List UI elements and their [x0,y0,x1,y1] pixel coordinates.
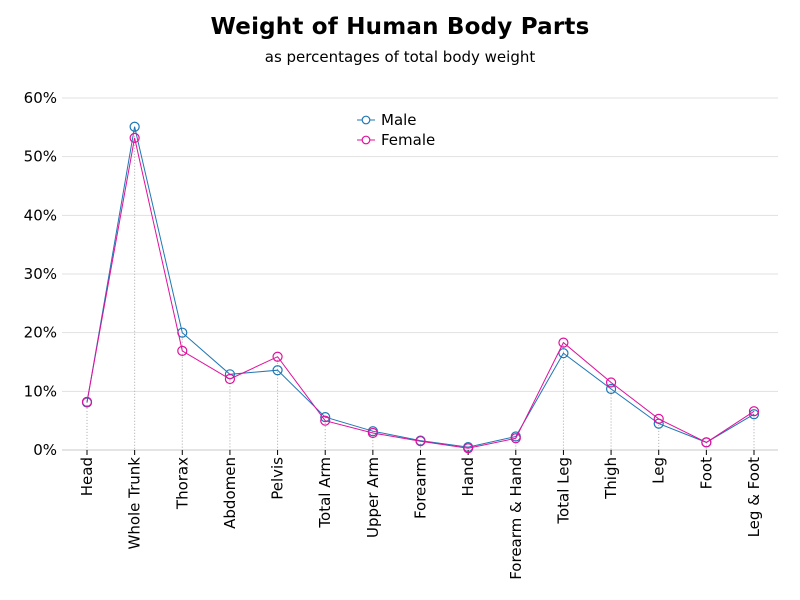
series-group [81,121,760,454]
x-tick-label: Leg & Foot [745,457,763,538]
x-tick-label: Thigh [602,457,620,500]
data-point-female [320,415,331,426]
y-tick-label: 30% [24,265,57,283]
data-point-female [701,437,712,448]
data-point-female [653,413,664,425]
legend-label: Female [381,131,435,149]
y-tick-label: 20% [24,324,57,342]
y-tick-label: 10% [24,382,57,400]
y-axis: 0% 10% 20% 30% 40% 50% 60% [24,89,57,459]
x-tick-label: Head [78,457,96,496]
data-point-male [320,412,331,423]
x-tick-label: Abdomen [221,457,239,529]
x-tick-label: Pelvis [269,457,287,500]
data-point-female [605,377,617,388]
chart-title: Weight of Human Body Parts [210,14,590,40]
legend: Male Female [357,111,435,149]
x-tick-label: Forearm [412,457,430,519]
data-point-male [272,365,283,376]
y-tick-label: 60% [24,89,57,107]
data-point-male [558,348,569,359]
x-tick-label: Foot [697,457,715,489]
data-point-female [558,337,569,348]
x-tick-label: Forearm & Hand [507,457,525,580]
data-point-female [748,406,760,417]
series-line-male [86,126,755,448]
legend-marker [361,135,371,145]
x-axis: Head Whole Trunk Thorax Abdomen Pelvis Total … [78,450,763,580]
y-tick-label: 40% [24,206,57,224]
x-tick-label: Hand [459,457,477,497]
y-tick-label: 0% [33,441,57,459]
data-point-female [415,436,426,447]
data-point-female [463,443,474,454]
x-tick-label: Total Leg [554,457,572,525]
data-point-female [367,427,378,439]
x-tick-label: Leg [650,457,668,484]
x-tick-label: Whole Trunk [126,457,144,550]
data-point-female [510,433,521,444]
series-line-female [86,137,755,449]
data-point-female [129,132,140,143]
data-point-female [177,345,188,356]
data-point-male [605,383,617,395]
chart-subtitle: as percentages of total body weight [264,48,536,66]
data-point-female [272,351,283,362]
x-tick-label: Thorax [173,457,191,510]
y-tick-label: 50% [24,148,57,166]
x-tick-label: Total Arm [316,457,334,529]
grid-lines [62,97,778,451]
data-point-female [81,396,93,407]
data-point-female [224,373,236,385]
data-point-male [129,121,140,132]
x-tick-label: Upper Arm [364,457,382,538]
legend-label: Male [381,111,417,129]
drop-lines [86,126,755,450]
legend-marker [361,115,371,125]
